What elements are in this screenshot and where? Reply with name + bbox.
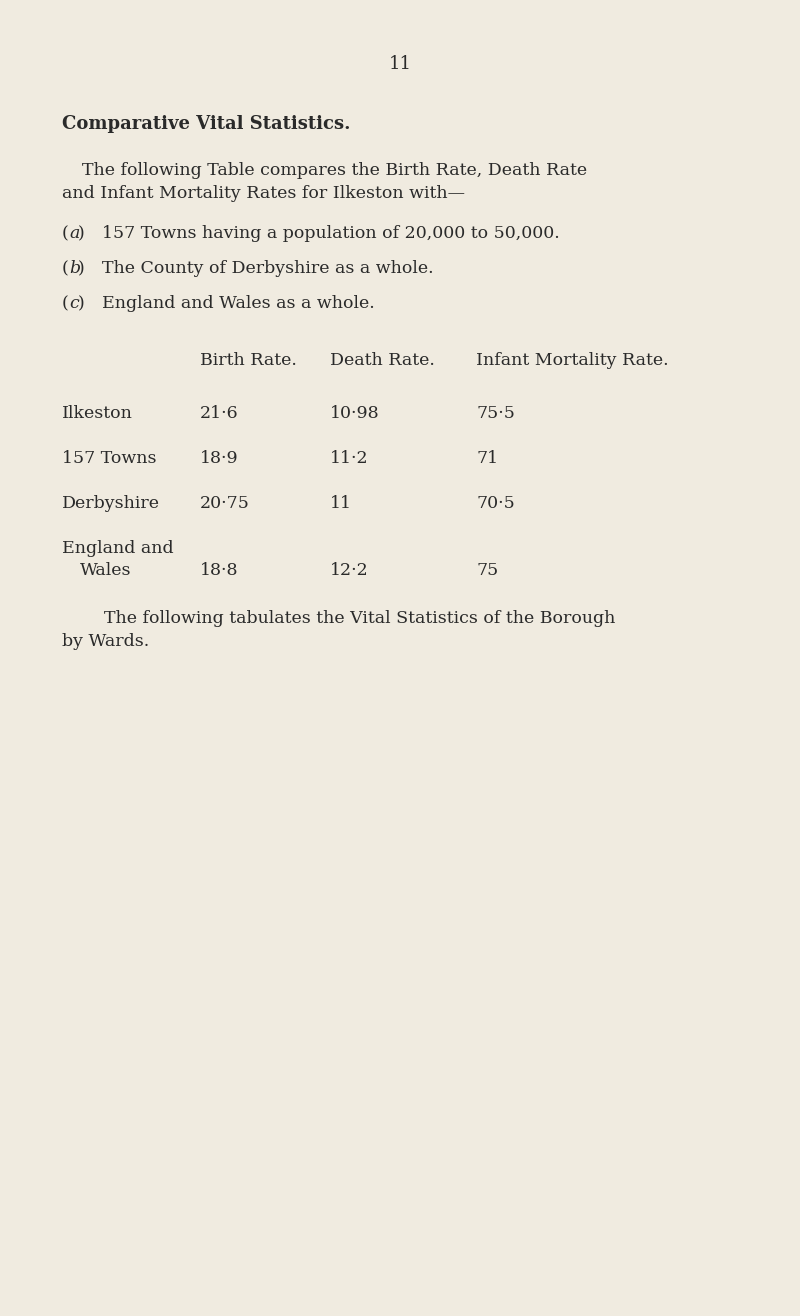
Text: England and Wales as a whole.: England and Wales as a whole. [102, 295, 374, 312]
Text: Wales: Wales [80, 562, 131, 579]
Text: by Wards.: by Wards. [62, 633, 150, 650]
Text: Infant Mortality Rate.: Infant Mortality Rate. [476, 351, 669, 368]
Text: 18·9: 18·9 [200, 450, 238, 467]
Text: 12·2: 12·2 [330, 562, 369, 579]
Text: Derbyshire: Derbyshire [62, 495, 160, 512]
Text: 157 Towns having a population of 20,000 to 50,000.: 157 Towns having a population of 20,000 … [102, 225, 560, 242]
Text: 70·5: 70·5 [476, 495, 514, 512]
Text: England and: England and [62, 540, 174, 557]
Text: b: b [69, 261, 80, 276]
Text: c: c [69, 295, 78, 312]
Text: Ilkeston: Ilkeston [62, 405, 133, 422]
Text: and Infant Mortality Rates for Ilkeston with—: and Infant Mortality Rates for Ilkeston … [62, 186, 465, 201]
Text: 11: 11 [330, 495, 352, 512]
Text: 157 Towns: 157 Towns [62, 450, 157, 467]
Text: (: ( [62, 225, 69, 242]
Text: 75·5: 75·5 [476, 405, 515, 422]
Text: The following tabulates the Vital Statistics of the Borough: The following tabulates the Vital Statis… [82, 611, 615, 626]
Text: 10·98: 10·98 [330, 405, 380, 422]
Text: (: ( [62, 295, 69, 312]
Text: a: a [69, 225, 79, 242]
Text: The County of Derbyshire as a whole.: The County of Derbyshire as a whole. [102, 261, 434, 276]
Text: The following Table compares the Birth Rate, Death Rate: The following Table compares the Birth R… [82, 162, 587, 179]
Text: ): ) [78, 295, 85, 312]
Text: Death Rate.: Death Rate. [330, 351, 435, 368]
Text: ): ) [78, 261, 85, 276]
Text: 75: 75 [476, 562, 498, 579]
Text: 71: 71 [476, 450, 498, 467]
Text: Birth Rate.: Birth Rate. [200, 351, 297, 368]
Text: 11: 11 [389, 55, 411, 72]
Text: 21·6: 21·6 [200, 405, 238, 422]
Text: ): ) [78, 225, 85, 242]
Text: Comparative Vital Statistics.: Comparative Vital Statistics. [62, 114, 350, 133]
Text: 11·2: 11·2 [330, 450, 369, 467]
Text: (: ( [62, 261, 69, 276]
Text: 20·75: 20·75 [200, 495, 250, 512]
Text: 18·8: 18·8 [200, 562, 238, 579]
